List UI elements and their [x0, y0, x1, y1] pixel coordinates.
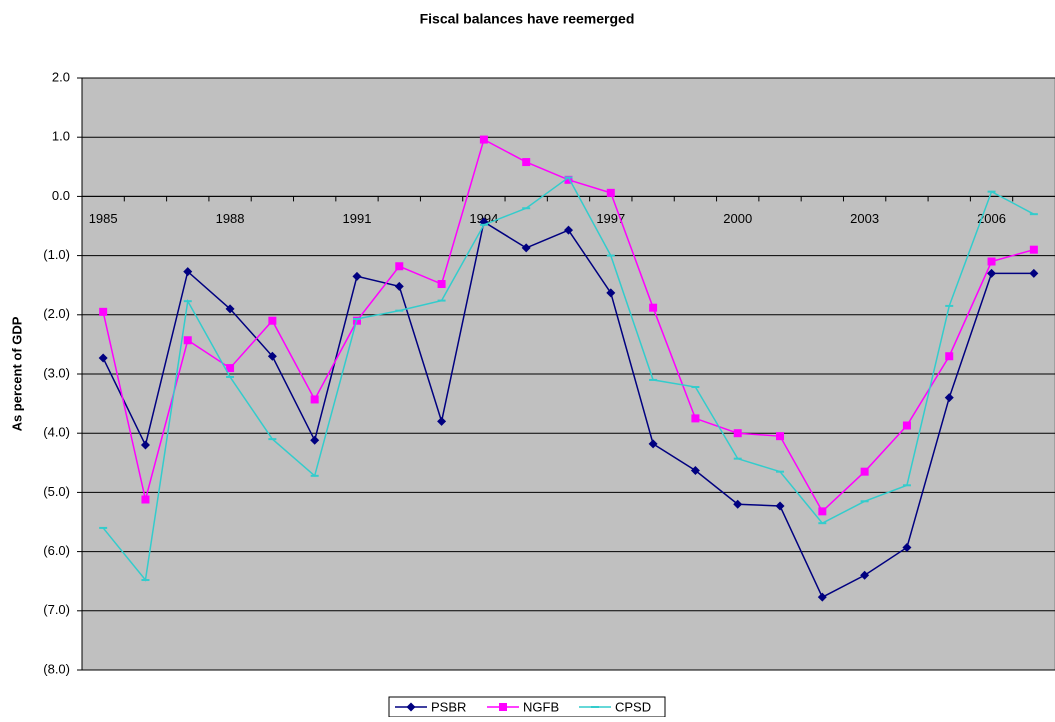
marker	[902, 542, 912, 552]
marker	[690, 465, 700, 475]
y-axis-label: As percent of GDP	[9, 316, 24, 431]
marker	[817, 592, 827, 602]
marker	[499, 703, 507, 711]
marker	[648, 439, 658, 449]
marker	[902, 421, 911, 430]
marker	[944, 393, 954, 403]
marker	[564, 225, 573, 235]
marker	[776, 432, 785, 441]
marker	[987, 257, 996, 266]
marker	[268, 316, 277, 325]
y-tick-label: (7.0)	[43, 602, 70, 617]
y-tick-label: (3.0)	[43, 365, 70, 380]
marker	[437, 416, 447, 426]
x-tick-label: 2000	[723, 211, 752, 226]
y-tick-label: (1.0)	[43, 247, 70, 262]
legend-label: NGFB	[523, 699, 559, 714]
marker	[649, 303, 658, 312]
marker	[395, 262, 404, 271]
marker	[479, 135, 488, 144]
y-tick-label: (5.0)	[43, 484, 70, 499]
marker	[406, 702, 416, 712]
x-tick-label: 1991	[343, 211, 372, 226]
y-tick-label: (8.0)	[43, 661, 70, 676]
y-tick-label: (2.0)	[43, 306, 70, 321]
marker	[691, 414, 700, 423]
marker	[352, 271, 362, 281]
y-tick-label: 1.0	[52, 129, 70, 144]
marker	[99, 307, 108, 316]
marker	[98, 353, 108, 363]
marker	[860, 467, 869, 476]
y-tick-label: (4.0)	[43, 425, 70, 440]
marker	[1029, 245, 1038, 254]
x-tick-label: 1985	[89, 211, 118, 226]
marker	[225, 304, 235, 314]
x-tick-label: 2006	[977, 211, 1006, 226]
legend-label: CPSD	[615, 699, 651, 714]
marker	[606, 288, 616, 298]
marker	[818, 507, 827, 516]
marker	[564, 175, 573, 184]
marker	[606, 188, 615, 197]
marker	[140, 440, 150, 450]
marker	[141, 495, 150, 504]
marker	[521, 243, 531, 253]
y-tick-label: (6.0)	[43, 543, 70, 558]
marker	[733, 499, 743, 509]
marker	[733, 429, 742, 438]
marker	[310, 435, 320, 445]
marker	[775, 501, 785, 511]
y-tick-label: 2.0	[52, 69, 70, 84]
marker	[522, 158, 531, 167]
marker	[183, 267, 193, 277]
y-tick-label: 0.0	[52, 188, 70, 203]
marker	[183, 336, 192, 345]
x-tick-label: 1988	[216, 211, 245, 226]
marker	[267, 351, 277, 361]
marker	[310, 395, 319, 404]
marker	[945, 352, 954, 361]
marker	[860, 570, 870, 580]
marker	[394, 281, 404, 291]
legend-label: PSBR	[431, 699, 466, 714]
marker	[437, 280, 446, 289]
marker	[1029, 268, 1039, 278]
marker	[987, 268, 997, 278]
chart-title: Fiscal balances have reemerged	[420, 11, 635, 27]
x-tick-label: 2003	[850, 211, 879, 226]
marker	[226, 364, 235, 373]
